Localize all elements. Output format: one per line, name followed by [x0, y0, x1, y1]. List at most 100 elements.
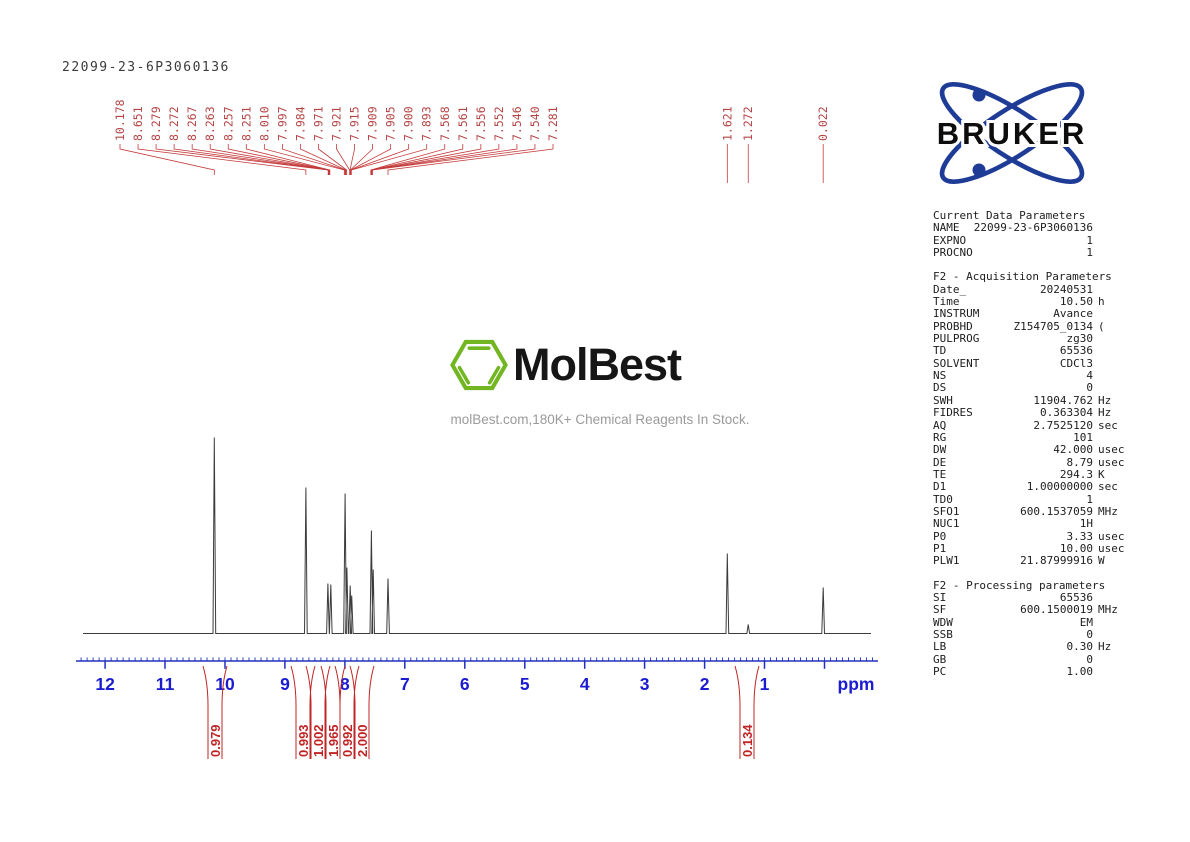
param-value: Avance [1053, 307, 1093, 321]
axis-tick-label: 6 [460, 674, 470, 694]
peak-label-fan: 10.178 8.651 8.279 8.272 8.267 8.263 8.257 8.25… [113, 99, 830, 183]
param-unit [1093, 654, 1131, 666]
param-unit [1093, 617, 1131, 629]
param-name: TD [933, 344, 947, 358]
integral-value-label: 1.002 [311, 724, 326, 757]
param-name: EXPNO [933, 233, 967, 247]
molbest-wordmark: MolBest [513, 339, 682, 390]
param-row: SWH 11904.762 Hz [933, 393, 1131, 407]
param-name: PULPROG [933, 332, 980, 346]
param-name: NUC1 [933, 517, 960, 531]
param-row: TD0 1 [933, 493, 1131, 506]
axis-tick-label: 12 [95, 674, 115, 694]
param-name: D1 [933, 480, 947, 494]
param-name: NS [933, 369, 947, 383]
param-row: P1 10.00 usec [933, 541, 1131, 555]
param-name: DS [933, 381, 947, 395]
param-row: LB 0.30 Hz [933, 640, 1131, 653]
param-unit [1093, 247, 1131, 259]
param-row: DW 42.000 usec [933, 443, 1131, 457]
peak-shift-label: 7.556 [474, 106, 488, 141]
peak-shift-label: 1.272 [741, 106, 755, 141]
param-name: PLW1 [933, 554, 960, 568]
param-unit [1093, 235, 1131, 247]
param-row: WDW EM [933, 615, 1131, 629]
molbest-hexagon-icon [450, 339, 508, 391]
integral-value-label: 0.134 [740, 724, 755, 757]
peak-shift-label: 1.621 [720, 106, 734, 141]
param-name: INSTRUM [933, 307, 980, 321]
axis-tick-label: 10 [215, 674, 235, 694]
axis-tick-label: 1 [760, 674, 770, 694]
param-unit: usec [1098, 529, 1125, 543]
param-name: SWH [933, 393, 953, 407]
axis-tick-label: 3 [640, 674, 650, 694]
param-row: PLW1 21.87999916 W [933, 554, 1131, 568]
param-unit [1093, 333, 1131, 345]
param-value: 0 [1086, 381, 1093, 395]
param-name: FIDRES [933, 406, 973, 420]
param-section-header: F2 - Processing parameters [933, 578, 1106, 592]
param-row: TD 65536 [933, 344, 1131, 358]
integral-value-label: 1.965 [326, 724, 341, 757]
param-unit: MHz [1098, 504, 1118, 518]
param-row: INSTRUM Avance [933, 307, 1131, 321]
peak-shift-label: 10.178 [113, 99, 127, 141]
param-name: WDW [933, 615, 953, 629]
param-value: 1 [1086, 233, 1093, 247]
param-unit: usec [1098, 541, 1125, 555]
param-unit: sec [1098, 418, 1118, 432]
peak-shift-label: 7.546 [510, 106, 524, 141]
bruker-orbits-icon: BRUKER [934, 82, 1087, 184]
param-section: F2 - Acquisition Parameters Date_ 20240531… [933, 271, 1131, 568]
param-value: 22099-23-6P3060136 [973, 221, 1093, 235]
parameter-table: Current Data Parameters NAME 22099-23-6P30… [933, 209, 1131, 679]
param-value: 2.7525120 [1033, 418, 1093, 432]
peak-shift-label: 7.984 [293, 106, 307, 141]
peak-shift-label: 8.272 [167, 106, 181, 141]
param-unit: K [1098, 467, 1105, 481]
param-row: SOLVENT CDCl3 [933, 357, 1131, 370]
param-row: PROCNO 1 [933, 246, 1131, 259]
param-name: PROBHD [933, 319, 973, 333]
param-unit: ( [1098, 319, 1105, 333]
param-section: F2 - Processing parameters SI 65536 SF 600.1… [933, 578, 1131, 679]
sample-title: 22099-23-6P3060136 [62, 60, 230, 75]
peak-shift-label: 7.921 [330, 106, 344, 141]
x-axis: 12 11 10 9 8 7 6 5 4 3 2 1 ppm [76, 657, 878, 694]
param-unit: usec [1098, 443, 1125, 457]
param-value: 42.000 [1053, 443, 1093, 457]
spectrum-trace [83, 437, 871, 634]
param-name: SFO1 [933, 504, 960, 518]
param-section-header: Current Data Parameters [933, 209, 1086, 222]
peak-shift-label: 8.267 [185, 106, 199, 141]
param-name: P0 [933, 529, 947, 543]
axis-tick-label: 9 [280, 674, 290, 694]
param-unit [1093, 308, 1131, 320]
peak-shift-label: 8.010 [257, 106, 271, 141]
peak-shift-label: 7.905 [384, 106, 398, 141]
param-row: RG 101 [933, 430, 1131, 444]
param-row: AQ 2.7525120 sec [933, 418, 1131, 432]
param-value: 1H [1079, 517, 1093, 531]
param-row: EXPNO 1 [933, 233, 1131, 247]
param-unit [1093, 518, 1131, 530]
param-name: Time [933, 295, 960, 309]
param-row: Time 10.50 h [933, 295, 1131, 309]
param-unit: sec [1098, 480, 1118, 494]
param-value: 101 [1073, 430, 1093, 444]
param-name: P1 [933, 541, 947, 555]
param-value: 4 [1086, 369, 1093, 383]
peak-shift-label: 7.909 [366, 106, 380, 141]
param-row: PULPROG zg30 [933, 332, 1131, 346]
param-unit: usec [1098, 455, 1125, 469]
param-value: 65536 [1059, 344, 1093, 358]
peak-shift-label: 8.279 [149, 106, 163, 141]
param-section: Current Data Parameters NAME 22099-23-6P30… [933, 209, 1131, 259]
peak-shift-label: 8.263 [203, 106, 217, 141]
peak-shift-label: 0.022 [816, 106, 830, 141]
param-value: 1.00 [1066, 665, 1094, 679]
axis-tick-label: 8 [340, 674, 350, 694]
param-row: SFO1 600.1537059 MHz [933, 504, 1131, 518]
